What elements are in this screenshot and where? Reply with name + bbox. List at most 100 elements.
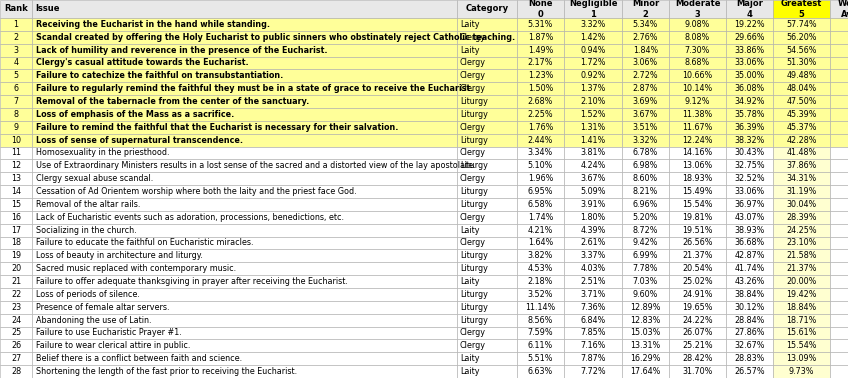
Text: 29.66%: 29.66% (734, 33, 765, 42)
Text: 38.93%: 38.93% (734, 226, 765, 235)
Bar (726, 147, 773, 160)
Text: 5.20%: 5.20% (633, 213, 658, 222)
Text: Clergy: Clergy (460, 239, 486, 248)
Text: 9: 9 (14, 123, 19, 132)
Text: 38.32%: 38.32% (734, 136, 765, 145)
Bar (773, 352, 830, 365)
Text: 6.99%: 6.99% (633, 251, 658, 260)
Bar (517, 339, 564, 352)
Text: 2.51%: 2.51% (580, 277, 605, 286)
Text: 48.04%: 48.04% (786, 84, 817, 93)
Bar (726, 31, 773, 43)
Text: 9.08%: 9.08% (685, 20, 710, 29)
Bar (773, 365, 830, 378)
Text: 7.16%: 7.16% (580, 341, 605, 350)
Bar (830, 365, 848, 378)
Text: 11.38%: 11.38% (683, 110, 712, 119)
Text: Clergy: Clergy (460, 174, 486, 183)
Text: 12.24%: 12.24% (683, 136, 713, 145)
Bar (830, 70, 848, 82)
Bar (830, 275, 848, 288)
Bar (32, 198, 457, 211)
Bar (32, 121, 457, 134)
Bar (517, 121, 564, 134)
Bar (32, 147, 457, 160)
Text: 2.87%: 2.87% (633, 84, 658, 93)
Text: 15.49%: 15.49% (683, 187, 713, 196)
Bar (773, 224, 830, 237)
Bar (564, 314, 622, 327)
Bar (726, 301, 773, 314)
Text: 6.95%: 6.95% (527, 187, 553, 196)
Text: Liturgy: Liturgy (460, 187, 488, 196)
Text: 43.07%: 43.07% (734, 213, 765, 222)
Bar (457, 288, 517, 301)
Bar (564, 160, 622, 172)
Text: Negligible
1: Negligible 1 (569, 0, 617, 19)
Bar (517, 43, 564, 57)
Bar (517, 147, 564, 160)
Text: 21: 21 (11, 277, 21, 286)
Text: Clergy sexual abuse scandal.: Clergy sexual abuse scandal. (36, 174, 153, 183)
Bar (32, 70, 457, 82)
Text: 7.59%: 7.59% (527, 328, 553, 338)
Text: 6.84%: 6.84% (580, 316, 605, 325)
Text: 1.49%: 1.49% (527, 46, 553, 54)
Text: 22: 22 (11, 290, 21, 299)
Text: 19.42%: 19.42% (786, 290, 817, 299)
Text: 24: 24 (11, 316, 21, 325)
Text: Failure to offer adequate thanksgiving in prayer after receiving the Eucharist.: Failure to offer adequate thanksgiving i… (36, 277, 348, 286)
Text: 32.52%: 32.52% (734, 174, 765, 183)
Bar (622, 95, 669, 108)
Text: 1.42%: 1.42% (580, 33, 605, 42)
Text: 6.11%: 6.11% (527, 341, 553, 350)
Bar (0, 249, 32, 262)
Text: Liturgy: Liturgy (460, 264, 488, 273)
Bar (622, 301, 669, 314)
Bar (830, 160, 848, 172)
Bar (669, 185, 726, 198)
Text: 10.14%: 10.14% (683, 84, 712, 93)
Bar (32, 339, 457, 352)
Text: Minor
2: Minor 2 (632, 0, 659, 19)
Bar (32, 224, 457, 237)
Text: Liturgy: Liturgy (460, 251, 488, 260)
Text: 6.63%: 6.63% (527, 367, 553, 376)
Text: 18.84%: 18.84% (786, 303, 817, 312)
Text: 30.04%: 30.04% (786, 200, 817, 209)
Text: 45.39%: 45.39% (786, 110, 817, 119)
Text: 17: 17 (11, 226, 21, 235)
Bar (0, 211, 32, 224)
Text: 26: 26 (11, 341, 21, 350)
Text: 26.57%: 26.57% (734, 367, 765, 376)
Bar (564, 172, 622, 185)
Bar (773, 301, 830, 314)
Bar (669, 108, 726, 121)
Bar (726, 211, 773, 224)
Bar (773, 198, 830, 211)
Text: Clergy: Clergy (460, 59, 486, 67)
Bar (564, 0, 622, 18)
Bar (457, 211, 517, 224)
Text: 7.87%: 7.87% (580, 354, 605, 363)
Bar (517, 134, 564, 147)
Bar (457, 198, 517, 211)
Text: 18.71%: 18.71% (786, 316, 817, 325)
Bar (564, 301, 622, 314)
Bar (726, 288, 773, 301)
Text: 3: 3 (14, 46, 19, 54)
Text: Laity: Laity (460, 226, 479, 235)
Bar (669, 160, 726, 172)
Text: 51.30%: 51.30% (786, 59, 817, 67)
Bar (564, 211, 622, 224)
Bar (564, 31, 622, 43)
Bar (0, 108, 32, 121)
Bar (773, 275, 830, 288)
Bar (0, 31, 32, 43)
Bar (0, 327, 32, 339)
Bar (622, 262, 669, 275)
Bar (669, 301, 726, 314)
Bar (773, 134, 830, 147)
Text: Shortening the length of the fast prior to receiving the Eucharist.: Shortening the length of the fast prior … (36, 367, 297, 376)
Bar (32, 275, 457, 288)
